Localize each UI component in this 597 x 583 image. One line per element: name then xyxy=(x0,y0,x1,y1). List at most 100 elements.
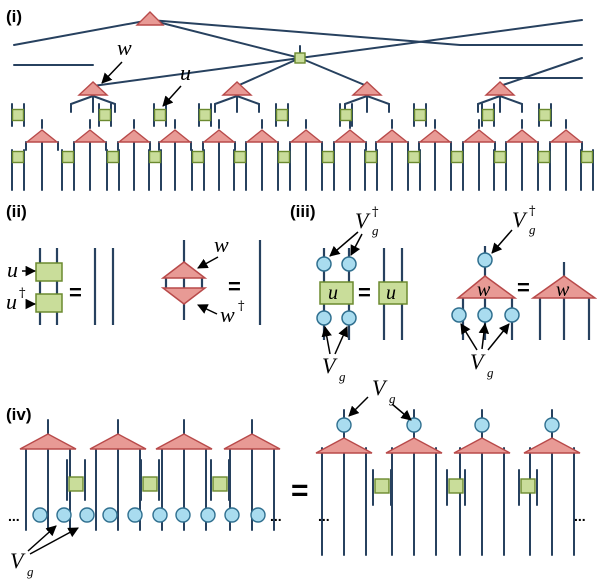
vg-circle-icon xyxy=(477,307,493,323)
disentangler-square-icon xyxy=(294,52,306,64)
wire xyxy=(70,95,94,113)
panel-iii-w-label-2: w xyxy=(556,279,570,301)
panel-i-label: (i) xyxy=(6,7,22,26)
vg-circle-icon xyxy=(544,417,560,433)
panel-iv-vg-sub-1: g xyxy=(27,564,34,579)
disentangler-square-icon xyxy=(520,478,536,494)
panel-iii-label: (iii) xyxy=(290,202,316,221)
disentangler-square-icon xyxy=(493,150,507,164)
panel-iii-vgdag-sub-1: g xyxy=(372,223,379,238)
isometry-triangle-icon xyxy=(351,81,383,96)
panel-iv-dots-right-2: ... xyxy=(574,508,586,524)
disentangler-square-icon xyxy=(106,150,120,164)
panel-ii-wdag-dagger: † xyxy=(238,299,245,314)
panel-iv-dots-left-2: ... xyxy=(318,508,330,524)
wire xyxy=(459,447,505,556)
vg-circle-icon xyxy=(127,507,143,523)
disentangler-square-icon xyxy=(321,150,335,164)
wire xyxy=(236,57,301,87)
wire xyxy=(366,95,390,113)
arrow-icon xyxy=(478,322,490,350)
isometry-triangle-icon xyxy=(117,129,151,143)
disentangler-square-icon xyxy=(98,108,112,122)
wire xyxy=(214,95,238,113)
panel-iii-vgdag-dagger-2: † xyxy=(529,204,536,219)
wire xyxy=(391,447,437,556)
disentangler-square-icon xyxy=(68,476,84,492)
isometry-triangle-icon xyxy=(25,129,59,143)
panel-iii-vgdag-sub-2: g xyxy=(529,222,536,237)
disentangler-square-icon xyxy=(275,108,289,122)
vg-circle-icon xyxy=(341,310,357,326)
arrow-icon xyxy=(350,233,363,256)
panel-iii-u-label-2: u xyxy=(386,282,396,304)
vg-circle-icon xyxy=(336,417,352,433)
isometry-triangle-icon xyxy=(221,81,253,96)
panel-ii: (ii) u u † = w w † = xyxy=(6,202,262,327)
isometry-triangle-icon xyxy=(223,433,281,450)
isometry-triangle-icon xyxy=(453,437,511,454)
panel-ii-w-label: w xyxy=(214,232,229,257)
isometry-triangle-icon xyxy=(523,437,581,454)
arrow-icon xyxy=(391,403,412,421)
disentangler-square-icon xyxy=(450,150,464,164)
wire xyxy=(92,95,116,113)
wire xyxy=(499,57,583,87)
isometry-triangle-icon xyxy=(530,275,597,299)
arrow-icon xyxy=(27,525,57,552)
disentangler-square-icon xyxy=(11,150,25,164)
disentangler-square-icon xyxy=(378,281,408,305)
wire xyxy=(140,459,160,501)
vg-circle-icon xyxy=(250,507,266,523)
isometry-triangle-icon xyxy=(19,433,77,450)
disentangler-square-icon xyxy=(198,108,212,122)
vg-circle-icon xyxy=(477,252,493,268)
isometry-triangle-icon xyxy=(549,129,583,143)
isometry-triangle-icon xyxy=(245,129,279,143)
disentangler-square-icon xyxy=(364,150,378,164)
disentangler-square-icon xyxy=(481,108,495,122)
vg-circle-icon xyxy=(32,507,48,523)
wire xyxy=(499,95,523,113)
disentangler-square-icon xyxy=(153,108,167,122)
wire xyxy=(529,447,575,556)
disentangler-square-icon xyxy=(448,478,464,494)
isometry-triangle-icon xyxy=(158,129,192,143)
wire xyxy=(446,469,466,506)
disentangler-square-icon xyxy=(580,150,594,164)
isometry-triangle-icon xyxy=(155,433,213,450)
panel-i-network-lines xyxy=(11,18,594,191)
wire xyxy=(321,447,367,556)
disentangler-square-icon xyxy=(61,150,75,164)
wire xyxy=(66,459,86,501)
isometry-triangle-icon xyxy=(455,275,518,299)
isometry-triangle-icon xyxy=(89,433,147,450)
disentangler-square-icon xyxy=(212,476,228,492)
wire xyxy=(210,459,230,501)
panel-iii-vg-label-1: V xyxy=(322,353,338,378)
wire xyxy=(13,18,583,46)
panel-iii-vg-sub-2: g xyxy=(487,365,494,380)
panel-iv-equals: = xyxy=(291,474,309,507)
wire xyxy=(299,57,368,87)
vg-circle-icon xyxy=(56,507,72,523)
wire xyxy=(13,64,583,79)
arrow-icon xyxy=(197,304,218,315)
panel-i: (i) w u xyxy=(6,7,594,191)
panel-ii-udag-dagger: † xyxy=(19,286,26,301)
panel-iii: (iii) u u = V † g V g xyxy=(290,202,597,384)
panel-iii-vgdag-label-1: V xyxy=(355,208,371,233)
isometry-triangle-icon xyxy=(375,129,409,143)
panel-iii-vgdag-dagger-1: † xyxy=(372,205,379,220)
arrow-icon xyxy=(329,231,359,257)
arrow-icon xyxy=(487,323,510,351)
panel-iii-w-label-1: w xyxy=(477,279,491,301)
isometry-triangle-icon xyxy=(315,437,373,454)
panel-i-u-arrow xyxy=(162,85,182,107)
panel-iii-vg-label-2: V xyxy=(470,349,486,374)
panel-ii-label: (ii) xyxy=(6,202,27,221)
isometry-triangle-icon xyxy=(385,437,443,454)
vg-circle-icon xyxy=(175,507,191,523)
isometry-triangle-icon xyxy=(505,129,539,143)
